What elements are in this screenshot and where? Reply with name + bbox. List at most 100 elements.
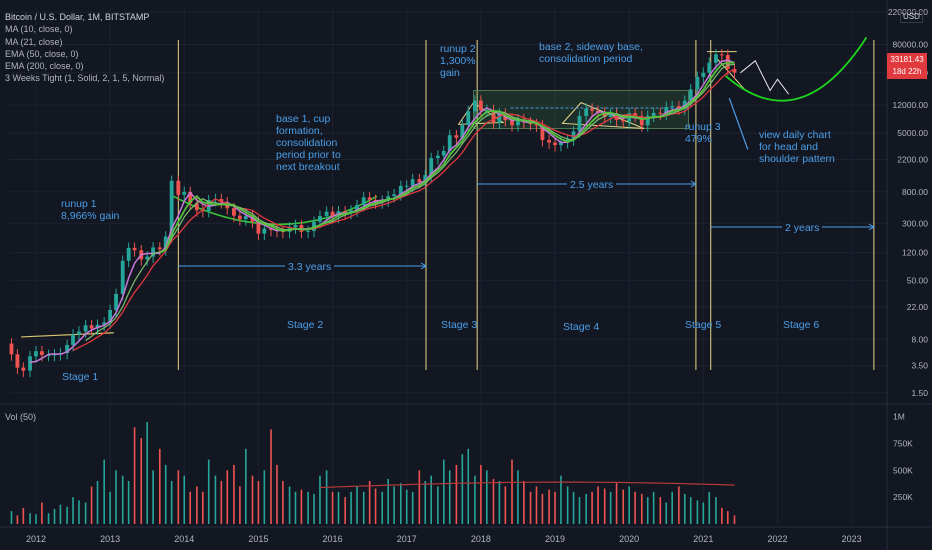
ema50-line xyxy=(72,68,735,352)
volume-bar xyxy=(572,491,575,524)
candle-body xyxy=(688,89,693,101)
volume-bar xyxy=(356,486,358,524)
volume-bar xyxy=(270,429,272,524)
candle-body xyxy=(473,100,477,112)
arrow-head xyxy=(868,223,875,231)
candle-body xyxy=(577,116,582,132)
time-tick: 2014 xyxy=(174,534,194,544)
legend-ma10[interactable]: MA (10, close, 0) xyxy=(5,24,73,35)
indicator-legend: Bitcoin / U.S. Dollar, 1M, BITSTAMP MA (… xyxy=(5,11,164,85)
volume-bar xyxy=(560,475,562,524)
price-tick: 2200.00 xyxy=(897,154,928,164)
candle-body xyxy=(491,109,496,123)
volume-bar xyxy=(35,514,37,524)
base1-note: base 1, cup formation, consolidation per… xyxy=(276,113,341,173)
volume-bar xyxy=(504,486,507,524)
stage-1-label: Stage 1 xyxy=(62,371,99,383)
base1-line: base 1, cup xyxy=(276,113,331,125)
volume-bar xyxy=(733,515,736,524)
volume-bar xyxy=(344,497,346,524)
volume-legend[interactable]: Vol (50) xyxy=(5,412,37,422)
volume-bar xyxy=(671,491,673,524)
price-tick: 220000.00 xyxy=(888,7,928,17)
candle-body xyxy=(534,124,539,126)
price-tick: 50.00 xyxy=(907,276,929,286)
candle-body xyxy=(194,203,199,211)
candle-body xyxy=(355,204,359,211)
candle-body xyxy=(553,142,557,146)
candle-body xyxy=(608,113,613,117)
volume-bar xyxy=(430,475,432,524)
legend-3wt[interactable]: 3 Weeks Tight (1, Solid, 2, 1, 5, Normal… xyxy=(5,73,165,84)
candle-body xyxy=(232,208,236,216)
volume-bar xyxy=(689,497,692,524)
currency-label[interactable]: USD xyxy=(900,11,923,23)
volume-bar xyxy=(603,488,606,524)
runup1-line: runup 1 xyxy=(61,198,97,210)
duration-2-5-years: 2.5 years xyxy=(567,179,617,191)
volume-bar xyxy=(133,427,136,524)
price-tick: 300.00 xyxy=(902,218,928,228)
volume-bar xyxy=(678,486,680,524)
volume-tick: 1M xyxy=(893,412,905,422)
volume-bar xyxy=(634,491,636,524)
runup2-line: gain xyxy=(440,67,460,79)
time-tick: 2012 xyxy=(26,534,46,544)
candle-body xyxy=(584,108,589,117)
candle-body xyxy=(398,185,403,195)
volume-bar xyxy=(578,497,581,524)
candle-body xyxy=(126,247,131,261)
volume-bar xyxy=(622,489,625,524)
volume-tick: 750K xyxy=(893,438,913,448)
legend-title[interactable]: Bitcoin / U.S. Dollar, 1M, BITSTAMP xyxy=(5,12,150,22)
volume-bar xyxy=(263,470,266,524)
candle-body xyxy=(417,179,422,183)
candle-body xyxy=(361,197,366,205)
candle-body xyxy=(89,325,94,329)
candle-body xyxy=(639,116,644,126)
volume-bar xyxy=(307,491,309,524)
candle-body xyxy=(559,142,563,146)
base2-line: base 2, sideway base, xyxy=(539,41,643,53)
volume-bar xyxy=(381,491,384,524)
candle-body xyxy=(243,216,248,220)
volume-bar xyxy=(313,493,315,524)
candle-body xyxy=(132,247,137,251)
candle-body xyxy=(83,325,88,332)
volume-bar xyxy=(189,491,191,524)
candle-body xyxy=(312,221,316,231)
candle-body xyxy=(435,155,440,159)
volume-bar xyxy=(665,502,668,524)
stage-5-label: Stage 5 xyxy=(685,319,722,331)
volume-bar xyxy=(399,483,402,524)
volume-bar xyxy=(554,491,556,524)
candle-body xyxy=(478,100,483,111)
legend-ema200[interactable]: EMA (200, close, 0) xyxy=(5,61,84,72)
price-tick: 1.50 xyxy=(911,388,928,398)
candle-body xyxy=(65,344,70,354)
candle-body xyxy=(676,106,681,109)
candle-body xyxy=(157,247,162,250)
candle-body xyxy=(349,210,354,213)
time-tick: 2016 xyxy=(323,534,343,544)
candle-body xyxy=(34,351,38,357)
pointer-arrow xyxy=(728,97,749,150)
volume-bar xyxy=(411,491,414,524)
runup1-line: 8,966% gain xyxy=(61,210,120,222)
moving-averages xyxy=(29,59,735,363)
legend-ma21[interactable]: MA (21, close) xyxy=(5,36,63,47)
candle-body xyxy=(651,112,656,116)
candle-body xyxy=(200,210,205,212)
legend-ema50[interactable]: EMA (50, close, 0) xyxy=(5,48,79,59)
candle-body xyxy=(714,54,718,63)
time-axis[interactable]: 2012 2013 2014 2015 2016 2017 2018 2019 2020 2021… xyxy=(26,534,862,544)
volume-bar xyxy=(220,481,223,524)
volume-bar xyxy=(207,459,210,524)
candle-body xyxy=(441,150,446,156)
volume-bars xyxy=(10,421,736,524)
runup2-line: 1,300% xyxy=(440,55,476,67)
volume-bar xyxy=(498,481,501,524)
candle-body xyxy=(423,175,428,183)
volume-bar xyxy=(566,486,569,524)
